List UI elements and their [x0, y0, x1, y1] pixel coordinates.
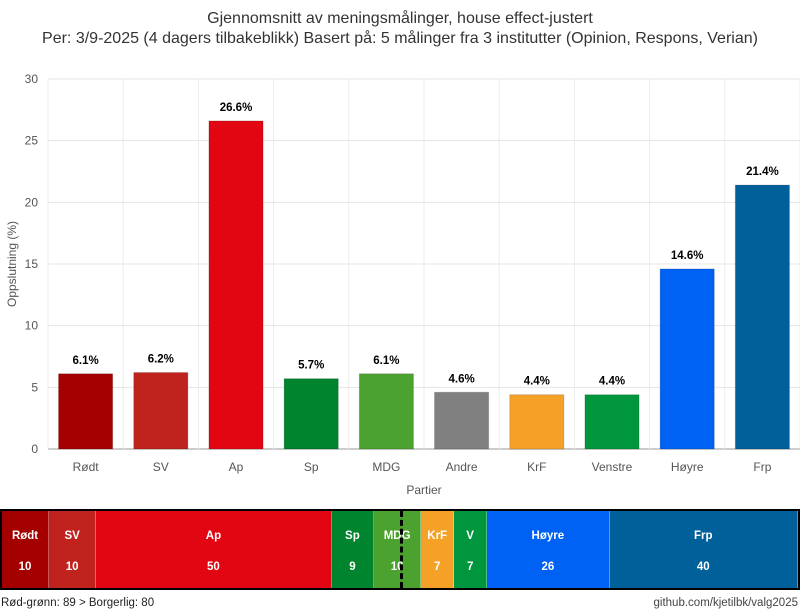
bar-value-label: 6.1%	[373, 355, 399, 367]
seat-party-name: Høyre	[531, 530, 565, 542]
seat-party-name: Ap	[205, 530, 222, 542]
seat-count: 10	[18, 561, 32, 573]
seat-count: 50	[207, 561, 220, 573]
seat-count: 10	[390, 561, 404, 573]
bar-value-label: 6.1%	[72, 355, 98, 367]
bar-1[interactable]	[133, 372, 189, 450]
seat-party-name: KrF	[427, 530, 448, 542]
y-axis-title: Oppslutning (%)	[5, 221, 19, 307]
bar-8[interactable]	[659, 268, 715, 450]
bar-4[interactable]	[358, 373, 414, 450]
chart-subtitle: Per: 3/9-2025 (4 dagers tilbakeblikk) Ba…	[42, 30, 758, 47]
seat-segment: KrF 7	[421, 511, 455, 588]
bar-value-label: 4.4%	[599, 376, 625, 388]
x-tick-label: Frp	[753, 460, 771, 474]
chart-title-line1: Gjennomsnitt av meningsmålinger, house e…	[207, 10, 593, 27]
bar-5[interactable]	[434, 391, 490, 450]
y-tick-label: 20	[25, 195, 39, 209]
bar-value-label: 14.6%	[671, 250, 704, 262]
bar-value-label: 4.6%	[448, 373, 474, 385]
seat-party-name: Rødt	[11, 530, 39, 542]
bars: 6.1% 6.2% 26.6% 5.7% 6.1% 4.6% 4.4% 4.4% 14.6% 21…	[58, 102, 790, 450]
seat-segment: Ap 50	[96, 511, 332, 588]
x-tick-label: Ap	[229, 460, 244, 474]
bar-7[interactable]	[584, 394, 640, 450]
x-tick-label: KrF	[527, 460, 546, 474]
x-tick-label: SV	[153, 460, 169, 474]
bar-value-label: 6.2%	[148, 354, 174, 366]
seat-segment: Sp 9	[331, 511, 375, 588]
bar-chart: 6.1% 6.2% 26.6% 5.7% 6.1% 4.6% 4.4% 4.4% 14.6% 21…	[5, 72, 800, 497]
bar-value-label: 4.4%	[524, 376, 550, 388]
seat-count: 40	[696, 561, 710, 573]
bloc-summary: Rød-grønn: 89 > Borgerlig: 80	[1, 597, 155, 609]
seat-party-name: Frp	[694, 530, 713, 542]
x-tick-label: Sp	[304, 460, 319, 474]
x-axis-ticks: Rødt SV Ap Sp MDG Andre KrF Venstre Høyre Frp	[73, 460, 772, 474]
y-tick-label: 10	[25, 319, 39, 333]
seat-count: 7	[433, 561, 441, 573]
x-tick-label: Andre	[446, 460, 478, 474]
bar-9[interactable]	[734, 184, 790, 450]
seat-count: 7	[466, 561, 474, 573]
bar-value-label: 5.7%	[298, 360, 324, 372]
majority-line	[400, 511, 403, 588]
seat-segment: MDG 10	[374, 511, 422, 588]
x-tick-label: MDG	[372, 460, 400, 474]
seat-count: 10	[65, 561, 79, 573]
seat-party-name: SV	[64, 530, 80, 542]
bar-0[interactable]	[58, 373, 114, 450]
x-axis-title: Partier	[406, 483, 441, 497]
seat-segment: SV 10	[49, 511, 97, 588]
seat-count: 9	[349, 561, 356, 573]
seat-segment: Rødt 10	[2, 511, 50, 588]
chart-title: Gjennomsnitt av meningsmålinger, house e…	[0, 9, 800, 49]
seat-party-name: V	[466, 530, 474, 542]
y-tick-label: 5	[31, 380, 38, 394]
y-tick-label: 0	[31, 442, 38, 456]
bar-value-label: 26.6%	[220, 102, 253, 114]
x-tick-label: Rødt	[73, 460, 100, 474]
bar-value-label: 21.4%	[746, 166, 779, 178]
seat-count: 26	[541, 561, 555, 573]
x-tick-label: Venstre	[592, 460, 633, 474]
seat-segment: Frp 40	[609, 511, 798, 588]
y-tick-label: 25	[25, 134, 39, 148]
bar-3[interactable]	[283, 378, 339, 450]
seat-distribution-strip: Rødt 10 SV 10 Ap 50 Sp 9 MDG 10 KrF 7 V 7 Høyre 26 Frp 40	[0, 509, 800, 590]
bar-6[interactable]	[509, 394, 565, 450]
y-axis-ticks: 0 5 10 15 20 25 30	[25, 72, 39, 456]
seat-segment: Høyre 26	[487, 511, 610, 588]
seat-party-name: MDG	[383, 530, 411, 542]
x-tick-label: Høyre	[671, 460, 704, 474]
source-link[interactable]: github.com/kjetilbk/valg2025	[653, 597, 798, 609]
seat-party-name: Sp	[345, 530, 360, 542]
bar-2[interactable]	[208, 120, 264, 450]
y-tick-label: 30	[25, 72, 39, 86]
y-tick-label: 15	[25, 257, 39, 271]
